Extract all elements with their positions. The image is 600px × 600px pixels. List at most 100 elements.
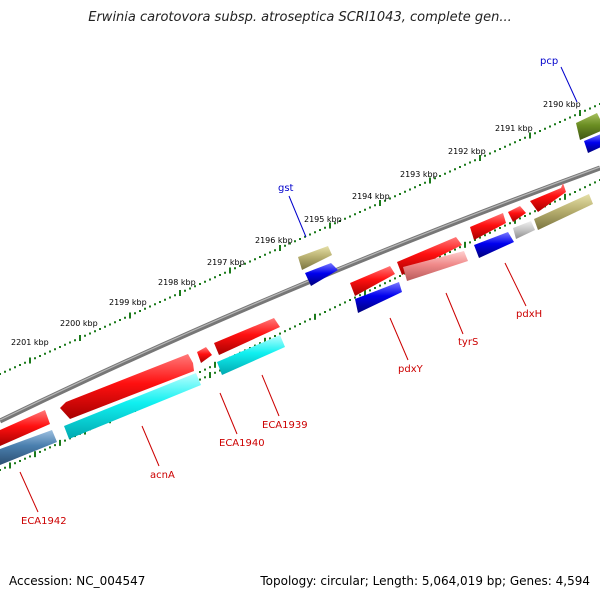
scale-dot <box>319 313 321 316</box>
gene-feature-red[interactable] <box>350 266 395 296</box>
scale-dot <box>14 366 16 369</box>
scale-dot <box>464 163 466 166</box>
gene-feature-gray[interactable] <box>513 221 535 239</box>
scale-dot <box>439 175 441 177</box>
gene-feature-red[interactable] <box>530 183 566 212</box>
scale-dot <box>324 226 326 229</box>
scale-dot <box>169 296 171 299</box>
scale-dot <box>49 350 51 353</box>
scale-dot <box>414 186 416 189</box>
gene-feature-red[interactable] <box>0 410 50 446</box>
gene-label-ECA1942[interactable]: ECA1942 <box>21 516 67 527</box>
gene-label-pdxY[interactable]: pdxY <box>398 364 424 375</box>
gene-ECA1942-feature[interactable] <box>0 430 57 465</box>
gene-gst-feature[interactable] <box>298 246 332 270</box>
scale-dot <box>514 141 516 144</box>
scale-dot <box>259 342 261 345</box>
scale-dot <box>369 206 371 209</box>
gene-ECA1939-feature[interactable] <box>217 335 285 375</box>
gene-feature-red[interactable] <box>508 206 526 222</box>
scale-dot <box>44 448 46 451</box>
scale-dot <box>574 191 576 193</box>
gene-acnA-feature[interactable] <box>64 373 201 439</box>
scale-dot <box>394 195 396 198</box>
scale-label: 2198 kbp <box>158 278 196 287</box>
scale-dot <box>509 222 511 225</box>
gene-label-ECA1940[interactable]: ECA1940 <box>219 438 265 449</box>
scale-dot <box>224 271 226 274</box>
scale-dot <box>159 301 161 303</box>
scale-dot <box>334 222 336 225</box>
gene-label-tyrS[interactable]: tyrS <box>458 337 478 348</box>
scale-dot <box>589 183 591 186</box>
gene-feature-olive[interactable] <box>534 194 593 230</box>
scale-dot <box>249 260 251 263</box>
scale-dot <box>4 466 6 469</box>
scale-dot <box>264 253 266 256</box>
scale-dot <box>434 177 436 180</box>
scale-dot <box>54 348 56 351</box>
scale-dot <box>589 107 591 110</box>
gene-label-pdxH[interactable]: pdxH <box>516 309 542 320</box>
scale-dot <box>594 105 596 108</box>
gene-feature-red[interactable] <box>470 213 506 240</box>
scale-dot <box>424 181 426 184</box>
scale-dot <box>284 330 286 333</box>
scale-dot <box>84 334 86 337</box>
scale-dot <box>304 320 306 323</box>
scale-dot <box>319 229 321 231</box>
leader-pdxY <box>389 317 409 361</box>
scale-dot <box>364 208 366 211</box>
scale-dot <box>0 373 1 375</box>
scale-dot <box>14 462 16 465</box>
scale-dot <box>149 305 151 308</box>
scale-dot <box>454 248 456 251</box>
scale-dot <box>489 231 491 234</box>
gene-feature-blue[interactable] <box>305 263 338 286</box>
scale-label: 2193 kbp <box>400 170 438 179</box>
scale-dot <box>544 127 546 130</box>
scale-dot <box>499 148 501 150</box>
scale-dot <box>9 368 11 371</box>
scale-dot <box>284 244 286 247</box>
gene-feature-blue[interactable] <box>584 134 600 153</box>
scale-dot <box>64 439 66 442</box>
gene-pcp-feature[interactable] <box>576 113 600 140</box>
scale-dot <box>494 150 496 153</box>
scale-dot <box>54 444 56 447</box>
scale-label: 2197 kbp <box>207 258 245 267</box>
scale-dot <box>294 240 296 243</box>
scale-dot <box>574 114 576 117</box>
gene-feature-red[interactable] <box>60 354 194 419</box>
gene-label-ECA1939[interactable]: ECA1939 <box>262 420 308 431</box>
gene-pdxY-feature[interactable] <box>355 282 402 313</box>
scale-dot <box>579 188 581 191</box>
gene-label-gst[interactable]: gst <box>278 183 294 194</box>
leader-gst <box>288 195 307 238</box>
gene-tyrS-feature[interactable] <box>403 251 468 281</box>
scale-dot <box>204 280 206 283</box>
scale-dot <box>99 328 101 330</box>
scale-dot <box>59 346 61 348</box>
gene-label-acnA[interactable]: acnA <box>150 470 175 481</box>
scale-dot <box>359 211 361 213</box>
scale-dot <box>359 294 361 297</box>
scale-dot <box>584 109 586 112</box>
gene-feature-red[interactable] <box>214 318 280 355</box>
topology-text: Topology: circular; Length: 5,064,019 bp… <box>260 574 590 588</box>
scale-dot <box>199 371 201 373</box>
scale-dot <box>459 246 461 249</box>
genome-title: Erwinia carotovora subsp. atroseptica SC… <box>88 10 512 25</box>
scale-dot <box>64 343 66 346</box>
gene-feature-red[interactable] <box>197 347 212 363</box>
scale-dot <box>19 459 21 462</box>
gene-pdxH-feature[interactable] <box>474 232 514 258</box>
scale-dot <box>469 161 471 164</box>
gene-label-pcp[interactable]: pcp <box>540 56 558 67</box>
scale-dot <box>479 236 481 239</box>
scale-dot <box>349 215 351 218</box>
scale-dot <box>69 341 71 344</box>
scale-dot <box>584 186 586 189</box>
scale-dot <box>439 255 441 258</box>
